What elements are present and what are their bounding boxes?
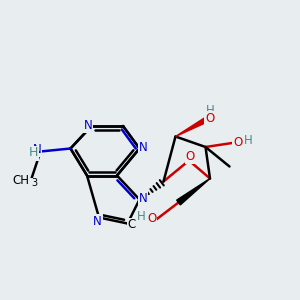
Text: H: H [206, 104, 214, 118]
Text: N: N [139, 192, 148, 206]
Text: O: O [206, 112, 214, 125]
Text: O: O [233, 136, 242, 149]
Text: 3: 3 [31, 178, 37, 188]
Text: N: N [32, 142, 41, 156]
Text: N: N [83, 118, 92, 132]
Text: H: H [136, 209, 146, 223]
Text: H: H [28, 146, 38, 160]
Text: N: N [93, 214, 102, 228]
Text: H: H [244, 134, 253, 148]
Text: N: N [139, 141, 148, 154]
Polygon shape [177, 178, 210, 205]
Text: O: O [147, 212, 156, 225]
Text: O: O [186, 150, 195, 164]
Polygon shape [176, 116, 210, 136]
Text: CH: CH [13, 173, 29, 187]
Text: C: C [128, 218, 136, 232]
